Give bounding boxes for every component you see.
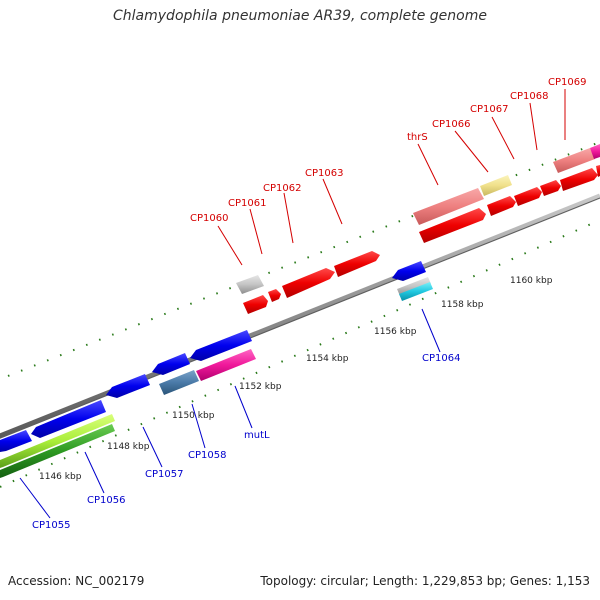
outer-tick-track [7, 141, 600, 377]
reverse-leader-lines [19, 308, 441, 519]
gene-label-cp1062[interactable]: CP1062 [263, 183, 301, 194]
gene-cp1069[interactable] [553, 148, 595, 173]
gene-cp1060[interactable] [236, 275, 264, 294]
gene-cp1061b[interactable] [268, 289, 281, 302]
gene-label-thrs[interactable]: thrS [407, 132, 428, 143]
scale-tick-label: 1160 kbp [510, 276, 553, 286]
gene-cp1069-fwd[interactable] [560, 168, 598, 191]
genome-backbone [0, 193, 600, 439]
gene-label-cp1058[interactable]: CP1058 [188, 450, 226, 461]
gene-mutl[interactable] [196, 349, 256, 381]
gene-cp1064-blue[interactable] [392, 261, 426, 281]
inner-tick-track [0, 219, 600, 488]
gene-cp1061[interactable] [243, 295, 268, 314]
gene-label-cp1064[interactable]: CP1064 [422, 353, 460, 364]
gene-label-cp1061[interactable]: CP1061 [228, 198, 266, 209]
gene-thrs[interactable] [413, 188, 484, 225]
gene-cp1062[interactable] [282, 268, 335, 298]
gene-cp1055-lime[interactable] [0, 414, 115, 468]
genome-summary-text: Topology: circular; Length: 1,229,853 bp… [260, 574, 590, 588]
scale-tick-label: 1158 kbp [441, 300, 484, 310]
gene-cp1067[interactable] [514, 187, 542, 206]
gene-label-cp1067[interactable]: CP1067 [470, 104, 508, 115]
gene-thrs-fwd[interactable] [419, 208, 486, 243]
gene-cp1057[interactable] [106, 374, 150, 398]
scale-tick-label: 1148 kbp [107, 442, 150, 452]
gene-cp1069-end2[interactable] [596, 165, 600, 177]
scale-tick-label: 1156 kbp [374, 327, 417, 337]
scale-tick-label: 1152 kbp [239, 382, 282, 392]
accession-text: Accession: NC_002179 [8, 574, 145, 588]
gene-label-cp1055[interactable]: CP1055 [32, 520, 70, 531]
gene-label-cp1066[interactable]: CP1066 [432, 119, 470, 130]
gene-cp1063[interactable] [334, 251, 380, 277]
gene-cp1066-fwd[interactable] [487, 196, 516, 216]
gene-label-cp1056[interactable]: CP1056 [87, 495, 125, 506]
gene-cp1066[interactable] [480, 175, 512, 196]
gene-label-cp1069[interactable]: CP1069 [548, 77, 586, 88]
gene-cp1064-gray[interactable] [397, 277, 431, 296]
gene-cp1055-blue[interactable] [0, 430, 32, 452]
gene-cp1058-steel[interactable] [159, 370, 199, 395]
gene-cp1058-blue2[interactable] [190, 330, 252, 361]
gene-cp1058-blue[interactable] [152, 353, 190, 375]
gene-label-cp1063[interactable]: CP1063 [305, 168, 343, 179]
scale-tick-label: 1154 kbp [306, 354, 349, 364]
gene-label-cp1057[interactable]: CP1057 [145, 469, 183, 480]
gene-label-cp1068[interactable]: CP1068 [510, 91, 548, 102]
gene-label-cp1060[interactable]: CP1060 [190, 213, 228, 224]
gene-cp1056-blue[interactable] [31, 400, 106, 438]
gene-label-mutl[interactable]: mutL [244, 430, 270, 441]
forward-leader-lines [217, 89, 566, 266]
gene-cp1068[interactable] [540, 180, 561, 196]
map-title: Chlamydophila pneumoniae AR39, complete … [113, 8, 487, 24]
scale-tick-label: 1150 kbp [172, 411, 215, 421]
gene-cp1064-cyan[interactable] [399, 282, 433, 301]
scale-tick-label: 1146 kbp [39, 472, 82, 482]
gene-cp1069-end[interactable] [590, 144, 600, 159]
gene-cp1055-green[interactable] [0, 424, 115, 478]
